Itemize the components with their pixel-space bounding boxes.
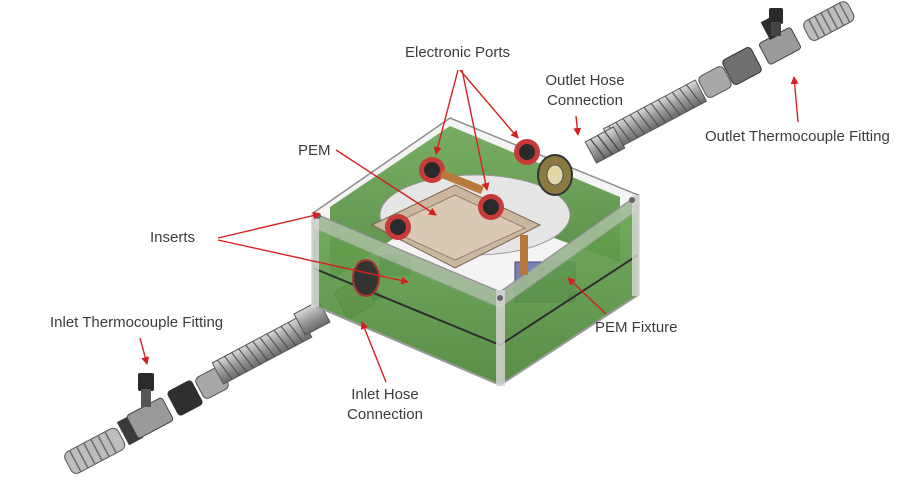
- label-inlet-hose-line-1: Inlet Hose: [351, 386, 419, 403]
- label-outlet-hose-connection: Outlet Hose Connection: [540, 71, 630, 111]
- label-pem: PEM: [298, 142, 331, 159]
- electronic-port-4: [385, 214, 411, 240]
- annotation-arrows: [139, 69, 799, 383]
- electronic-port-3: [478, 194, 504, 220]
- arrow-pem: [335, 149, 437, 216]
- label-inserts: Inserts: [150, 229, 196, 246]
- label-inlet-hose-line-2: Connection: [347, 406, 423, 423]
- outlet-barb: [803, 1, 855, 41]
- label-electronic-ports: Electronic Ports: [405, 44, 511, 61]
- label-outlet-thermocouple-fitting: Outlet Thermocouple Fitting: [705, 128, 890, 145]
- enclosure: [311, 117, 640, 387]
- arrow-electronic-port-1: [433, 69, 459, 155]
- inlet-spring: [211, 315, 313, 385]
- outlet-line: [584, 1, 855, 164]
- electronic-port-1: [419, 157, 445, 183]
- arrow-electronic-port-2: [459, 69, 519, 139]
- inlet-thermocouple-fitting: [138, 373, 154, 391]
- arrow-outlet-thermocouple: [790, 76, 799, 123]
- label-outlet-hose-line-2: Connection: [547, 92, 623, 109]
- arrow-outlet-hose: [573, 115, 582, 136]
- arrow-inlet-thermocouple: [139, 337, 150, 365]
- label-inlet-hose-connection: Inlet Hose Connection: [340, 385, 430, 425]
- label-inlet-thermocouple-fitting: Inlet Thermocouple Fitting: [50, 314, 224, 331]
- inlet-barb: [64, 427, 126, 474]
- arrow-inserts-2: [217, 239, 409, 285]
- electronic-port-2: [514, 139, 540, 165]
- outlet-thermocouple-fitting: [769, 8, 783, 24]
- label-pem-fixture: PEM Fixture: [595, 319, 678, 336]
- label-outlet-hose-line-1: Outlet Hose: [545, 72, 625, 89]
- arrow-inlet-hose: [360, 321, 387, 383]
- arrow-pem-fixture: [567, 277, 607, 315]
- arrow-inserts-1: [217, 211, 321, 239]
- arrow-electronic-port-3: [461, 69, 490, 191]
